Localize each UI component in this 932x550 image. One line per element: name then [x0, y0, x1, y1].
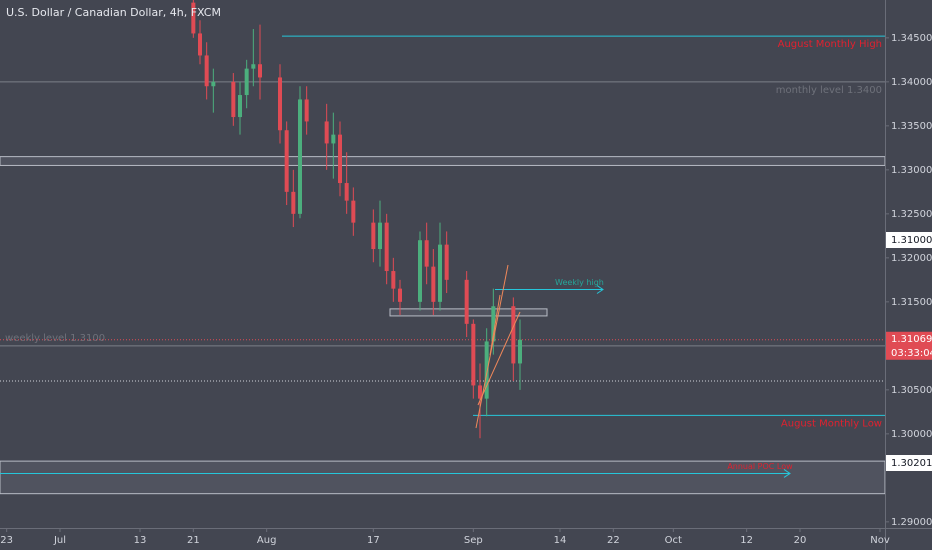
candle-body	[384, 222, 389, 272]
alert-tag	[886, 455, 932, 471]
candle-body	[291, 191, 296, 214]
candle-body	[478, 385, 482, 399]
candle-body	[351, 200, 356, 223]
level-label: monthly level 1.3400	[776, 85, 882, 96]
candle-body	[511, 306, 516, 364]
candle-body	[331, 134, 336, 144]
level-label: Annual POC Low	[727, 462, 793, 471]
candle-body	[484, 341, 489, 399]
candle-body	[231, 81, 236, 118]
x-tick-label: Sep	[464, 535, 483, 546]
level-label: weekly level 1.3100	[5, 333, 105, 344]
candle-body	[464, 279, 469, 324]
candle-body	[444, 244, 449, 280]
candle-body	[284, 130, 289, 192]
arrow-head	[783, 469, 791, 478]
x-tick-label: 13	[134, 535, 147, 546]
level-label: August Monthly High	[778, 39, 882, 50]
y-tick-label: 1.32500	[891, 209, 932, 220]
zone	[0, 156, 886, 166]
plot: August Monthly High monthly level 1.3400 w…	[0, 0, 886, 495]
x-tick-label: 17	[367, 535, 380, 546]
x-tick-label: 22	[607, 535, 620, 546]
candle-body	[198, 33, 202, 56]
candle-body	[304, 99, 309, 122]
x-tick-label: 21	[187, 535, 200, 546]
candle-body	[258, 64, 262, 78]
x-tick-label: Nov	[870, 535, 890, 546]
last-price-tag	[886, 331, 932, 360]
candle-body	[471, 323, 476, 386]
y-tick-label: 1.31500	[891, 297, 932, 308]
candle-body	[371, 222, 376, 250]
level-label: August Monthly Low	[781, 418, 882, 429]
x-tick-label: Oct	[665, 535, 682, 546]
crosshair-label: 1.31000	[891, 235, 932, 246]
candle-body	[251, 64, 256, 69]
trendline	[477, 311, 521, 406]
candle-body	[431, 266, 436, 302]
y-tick-label: 1.34000	[891, 77, 932, 88]
trendline	[475, 264, 509, 429]
x-tick-label: 23	[0, 535, 13, 546]
crosshair-tag	[886, 232, 932, 248]
candle-body	[278, 77, 282, 131]
x-tick-label: 12	[740, 535, 753, 546]
candle-body	[391, 271, 396, 289]
zone	[0, 460, 886, 495]
y-tick-label: 1.30000	[891, 429, 932, 440]
candle-body	[378, 222, 382, 250]
candle-body	[398, 288, 402, 302]
candle-body	[204, 55, 209, 87]
x-tick-label: Aug	[257, 535, 277, 546]
y-tick-label: 1.29000	[891, 517, 932, 528]
candle-body	[298, 99, 302, 214]
candle-body	[344, 183, 349, 201]
candle-body	[191, 2, 196, 34]
candle-body	[238, 95, 242, 118]
x-tick-label: 14	[554, 535, 567, 546]
x-tick-label: Jul	[53, 535, 66, 546]
x-tick-label: 20	[794, 535, 807, 546]
y-tick-label: 1.33000	[891, 165, 932, 176]
candle-body	[418, 240, 422, 302]
y-tick-label: 1.34500	[891, 33, 932, 44]
candle-body	[424, 240, 429, 267]
last-price-label: 1.31069	[891, 334, 932, 345]
level-label: Weekly high	[555, 278, 604, 287]
candle-body	[438, 244, 442, 302]
candle-body	[324, 121, 329, 144]
candle-body	[338, 134, 342, 184]
y-tick-label: 1.32000	[891, 253, 932, 264]
countdown: 03:33:04	[891, 348, 932, 359]
candle-body	[491, 306, 496, 342]
alert-label: 1.30201	[891, 458, 932, 469]
chart-title: U.S. Dollar / Canadian Dollar, 4h, FXCM	[6, 6, 221, 19]
candle-body	[518, 339, 522, 364]
candle-body	[244, 68, 249, 96]
candle-body	[211, 81, 216, 87]
trendline	[489, 294, 501, 356]
y-tick-label: 1.30500	[891, 385, 932, 396]
arrow-head	[596, 285, 604, 294]
y-tick-label: 1.33500	[891, 121, 932, 132]
